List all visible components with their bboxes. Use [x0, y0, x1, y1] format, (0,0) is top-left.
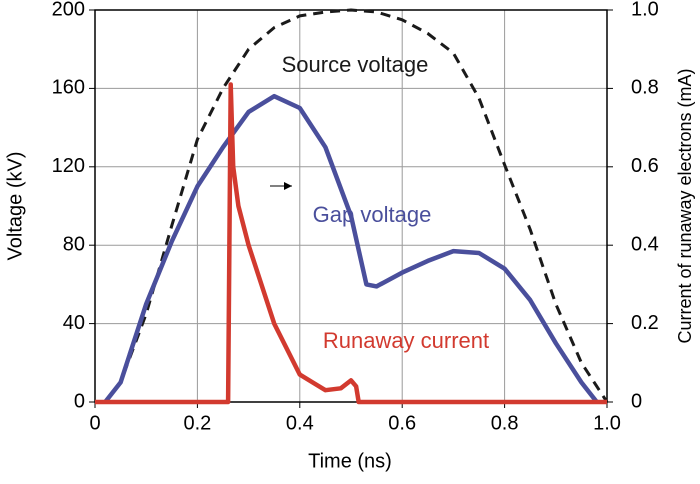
x-tick-label: 0.4	[286, 412, 314, 434]
annotation: Source voltage	[282, 52, 429, 77]
y2-tick-label: 0.2	[631, 312, 659, 334]
y-tick-label: 120	[52, 155, 85, 177]
arrow-head	[284, 182, 292, 190]
y-tick-label: 80	[63, 233, 85, 255]
line-2	[95, 82, 607, 405]
y-tick-label: 200	[52, 0, 85, 20]
y2-tick-label: 0.6	[631, 155, 659, 177]
x-tick-label: 0.2	[183, 412, 211, 434]
y2-tick-label: 1.0	[631, 0, 659, 20]
annotation: Runaway current	[323, 328, 489, 353]
x-tick-label: 0.6	[388, 412, 416, 434]
line-1	[103, 93, 599, 404]
y2-tick-label: 0.4	[631, 233, 659, 255]
y-tick-label: 40	[63, 312, 85, 334]
line-0	[104, 8, 609, 403]
y-axis-label: Voltage (kV)	[4, 152, 26, 261]
x-axis-label: Time (ns)	[308, 450, 392, 472]
x-tick-label: 0	[89, 412, 100, 434]
y2-axis-label: Current of runaway electrons (mA)	[675, 68, 695, 343]
y2-tick-label: 0	[631, 390, 642, 412]
y-tick-label: 160	[52, 77, 85, 99]
y-tick-label: 0	[74, 390, 85, 412]
x-tick-label: 0.8	[491, 412, 519, 434]
x-tick-label: 1.0	[593, 412, 621, 434]
annotation: Gap voltage	[313, 202, 432, 227]
y2-tick-label: 0.8	[631, 77, 659, 99]
